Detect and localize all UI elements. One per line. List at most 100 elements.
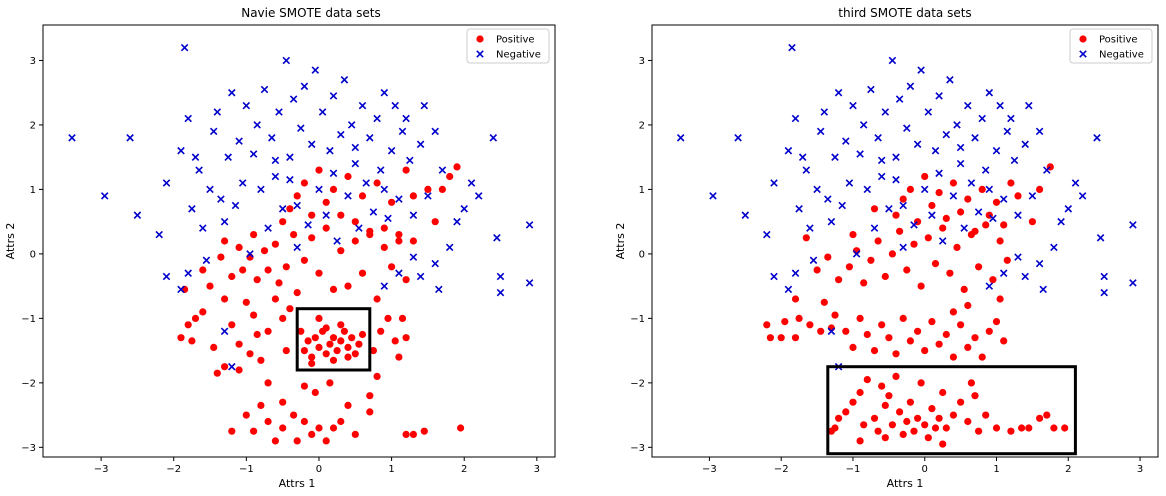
data-point-positive [221, 295, 229, 303]
data-point-positive [402, 166, 410, 174]
data-point-positive [380, 224, 388, 232]
data-point-positive [297, 327, 305, 335]
data-point-negative [453, 217, 461, 226]
data-point-positive [892, 211, 900, 219]
x-tick-label: 0 [316, 464, 322, 475]
data-point-positive [322, 198, 330, 206]
data-point-positive [1007, 179, 1015, 187]
data-point-positive [293, 437, 301, 445]
data-point-positive [228, 321, 236, 329]
data-point-positive [863, 330, 871, 339]
data-point-negative [960, 224, 968, 232]
data-point-negative [802, 166, 811, 174]
data-point-positive [924, 234, 932, 242]
data-point-negative [791, 114, 800, 123]
data-point-negative [1057, 217, 1065, 226]
data-point-positive [795, 314, 803, 322]
highlight-box [826, 365, 1077, 456]
data-point-positive [978, 185, 986, 193]
data-point-positive [358, 269, 367, 277]
data-point-positive [424, 185, 432, 193]
data-point-negative [242, 101, 251, 110]
data-point-negative [133, 211, 142, 219]
data-point-positive [802, 234, 810, 242]
legend: Positive Negative [466, 28, 550, 64]
data-point-positive [438, 185, 446, 193]
data-point-negative [863, 185, 872, 194]
data-point-negative [177, 146, 185, 155]
data-point-positive [964, 343, 972, 351]
data-point-negative [1093, 134, 1101, 142]
data-point-positive [949, 308, 958, 316]
data-point-positive [300, 256, 308, 264]
data-point-positive [322, 324, 330, 332]
x-tick-label: 2 [461, 464, 467, 475]
data-point-positive [366, 231, 374, 239]
y-tick-label: 1 [30, 185, 36, 196]
series-positive [763, 163, 1069, 448]
legend-label: Negative [1099, 50, 1144, 61]
y-tick-label: −2 [21, 378, 36, 389]
data-point-positive [996, 295, 1004, 303]
data-point-negative [1021, 140, 1029, 149]
data-point-positive [946, 269, 954, 277]
data-point-positive [813, 266, 821, 274]
data-point-positive [199, 308, 207, 316]
data-point-positive [322, 224, 330, 232]
data-point-positive [286, 305, 294, 313]
data-point-positive [377, 327, 385, 335]
data-point-positive [329, 424, 338, 432]
data-point-negative [431, 127, 439, 136]
data-point-negative [924, 108, 933, 116]
data-point-negative [827, 217, 836, 226]
data-point-positive [964, 417, 972, 426]
data-point-negative [351, 143, 360, 152]
data-point-positive [279, 314, 287, 322]
data-point-negative [409, 211, 418, 219]
data-point-positive [373, 295, 381, 303]
data-point-negative [344, 192, 352, 200]
data-point-positive [899, 195, 907, 203]
data-point-positive [964, 301, 972, 310]
data-point-negative [184, 114, 192, 123]
data-point-negative [420, 101, 429, 110]
data-point-negative [289, 95, 298, 103]
data-point-positive [250, 311, 258, 319]
data-point-negative [326, 146, 334, 155]
data-point-positive [333, 347, 341, 355]
data-point-negative [311, 66, 320, 74]
data-point-negative [906, 82, 915, 91]
data-point-positive [842, 327, 850, 335]
data-point-negative [831, 153, 839, 161]
data-point-positive [939, 388, 947, 397]
data-point-positive [881, 401, 889, 409]
data-point-positive [337, 247, 345, 255]
y-tick-label: 0 [30, 249, 36, 260]
data-point-positive [373, 179, 381, 187]
data-point-positive [763, 321, 771, 329]
data-point-positive [806, 321, 814, 329]
data-point-negative [398, 127, 407, 136]
data-point-negative [1035, 127, 1044, 136]
data-point-positive [264, 266, 272, 274]
data-point-negative [877, 156, 886, 165]
data-point-positive [457, 424, 465, 432]
data-point-positive [315, 269, 323, 277]
data-point-negative [1043, 166, 1051, 174]
data-point-negative [903, 124, 911, 132]
data-point-negative [435, 285, 443, 294]
chart-title: third SMOTE data sets [838, 6, 971, 20]
data-point-negative [978, 114, 986, 123]
data-point-positive [340, 327, 348, 335]
data-point-positive [856, 437, 864, 445]
data-point-negative [741, 211, 750, 219]
data-point-negative [282, 56, 291, 65]
data-point-positive [971, 334, 979, 342]
data-point-positive [860, 279, 868, 287]
data-point-negative [460, 205, 468, 213]
data-point-positive [279, 218, 287, 226]
y-tick-label: −3 [630, 443, 645, 454]
x-tick-label: 0 [922, 464, 928, 475]
data-point-positive [221, 363, 229, 371]
data-point-positive [835, 276, 843, 284]
